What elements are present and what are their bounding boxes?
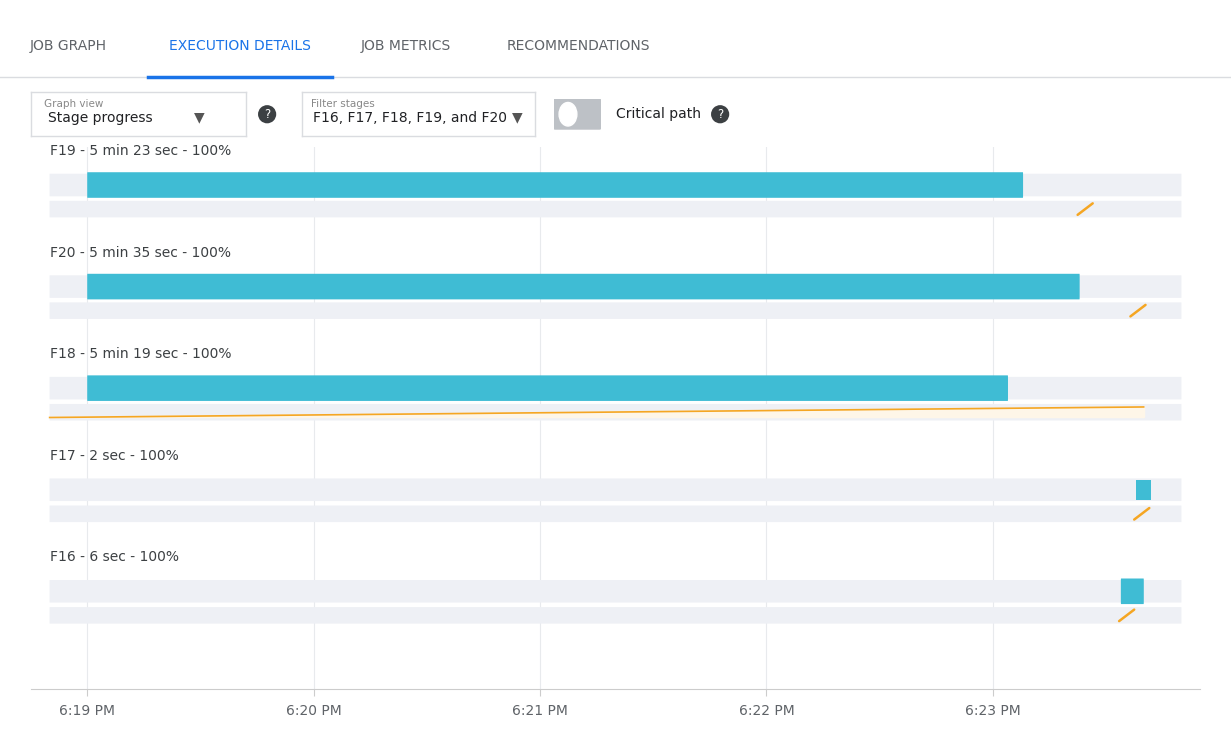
FancyBboxPatch shape (87, 273, 1080, 299)
Text: RECOMMENDATIONS: RECOMMENDATIONS (507, 39, 650, 53)
Text: JOB METRICS: JOB METRICS (361, 39, 452, 53)
Text: Stage progress: Stage progress (48, 111, 153, 125)
FancyBboxPatch shape (1121, 579, 1144, 604)
FancyBboxPatch shape (49, 174, 1182, 196)
Text: ?: ? (716, 108, 724, 121)
FancyBboxPatch shape (49, 200, 1182, 217)
FancyBboxPatch shape (49, 276, 1182, 298)
Text: EXECUTION DETAILS: EXECUTION DETAILS (169, 39, 311, 53)
Bar (1136, 480, 1151, 500)
Text: Filter stages: Filter stages (311, 99, 374, 109)
Text: ▼: ▼ (193, 111, 204, 125)
FancyBboxPatch shape (49, 377, 1182, 399)
FancyBboxPatch shape (553, 99, 602, 130)
Text: ▼: ▼ (511, 111, 522, 125)
Text: F19 - 5 min 23 sec - 100%: F19 - 5 min 23 sec - 100% (49, 144, 231, 158)
FancyBboxPatch shape (49, 404, 1182, 421)
Circle shape (559, 102, 577, 126)
Text: F16, F17, F18, F19, and F20: F16, F17, F18, F19, and F20 (313, 111, 507, 125)
Text: F17 - 2 sec - 100%: F17 - 2 sec - 100% (49, 449, 178, 463)
FancyBboxPatch shape (49, 607, 1182, 624)
Text: JOB GRAPH: JOB GRAPH (30, 39, 106, 53)
FancyBboxPatch shape (49, 506, 1182, 522)
FancyBboxPatch shape (87, 375, 1008, 401)
Text: ?: ? (263, 108, 271, 121)
Text: Critical path: Critical path (616, 108, 700, 121)
FancyBboxPatch shape (87, 172, 1023, 198)
Text: F20 - 5 min 35 sec - 100%: F20 - 5 min 35 sec - 100% (49, 245, 230, 259)
Text: Graph view: Graph view (44, 99, 103, 109)
FancyBboxPatch shape (49, 302, 1182, 319)
FancyBboxPatch shape (49, 580, 1182, 603)
Polygon shape (49, 407, 1144, 417)
FancyBboxPatch shape (49, 478, 1182, 501)
Text: F16 - 6 sec - 100%: F16 - 6 sec - 100% (49, 551, 178, 565)
Text: F18 - 5 min 19 sec - 100%: F18 - 5 min 19 sec - 100% (49, 347, 231, 361)
